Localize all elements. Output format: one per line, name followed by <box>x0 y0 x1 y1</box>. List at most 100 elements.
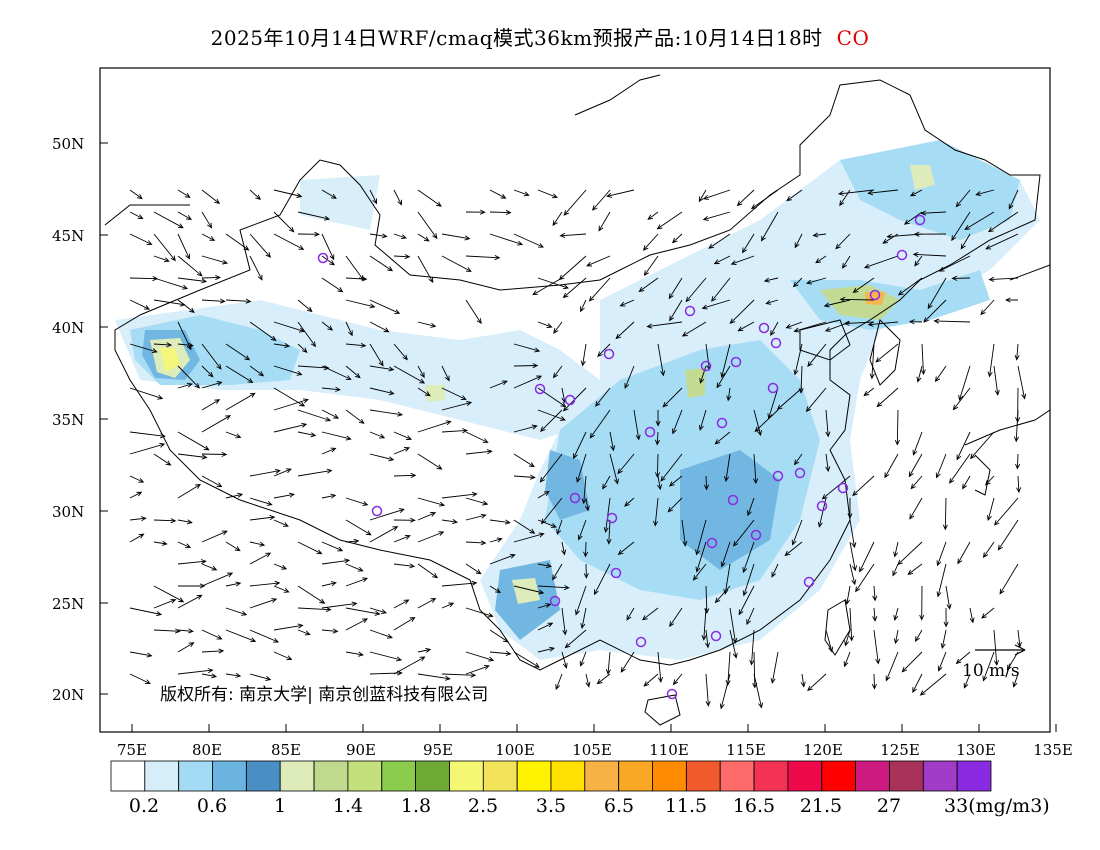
colorbar-box <box>787 760 823 792</box>
wind-vector <box>598 211 611 232</box>
wind-vector <box>393 517 416 523</box>
wind-vector <box>513 585 545 595</box>
wind-vector <box>273 211 295 233</box>
wind-vector <box>912 251 947 258</box>
wind-vector <box>742 563 755 597</box>
wind-vector <box>129 673 151 684</box>
wind-vector <box>297 299 313 313</box>
wind-vector <box>297 231 320 237</box>
wind-vector <box>1015 453 1021 470</box>
wind-vector <box>153 255 170 263</box>
wind-vector <box>584 497 590 512</box>
field-peak-yunnan <box>512 578 540 604</box>
wind-vector <box>617 541 635 556</box>
wind-vector <box>153 628 181 634</box>
wind-vector <box>884 453 899 479</box>
wind-vector <box>513 532 545 543</box>
copyright-text: 版权所有: 南京大学| 南京创蓝科技有限公司 <box>160 685 489 705</box>
wind-vector <box>701 299 731 310</box>
wind-vector <box>753 453 759 485</box>
wind-vector <box>489 553 516 565</box>
colorbar-box <box>956 760 992 792</box>
wind-vector <box>153 211 184 229</box>
wind-vector <box>936 563 947 598</box>
wind-vector <box>955 651 971 665</box>
wind-vector <box>321 189 337 199</box>
wind-vector <box>513 651 540 668</box>
wind-vector <box>562 277 587 299</box>
wind-vector <box>912 431 923 456</box>
field-peak-qinghai <box>425 385 445 402</box>
wind-vector <box>417 453 443 470</box>
wind-vector <box>177 483 201 499</box>
station-marker <box>706 537 718 549</box>
lat-label-40n: 40N <box>52 319 85 337</box>
wind-vector <box>723 563 731 595</box>
wind-vector <box>914 255 923 267</box>
wind-vector <box>393 254 411 260</box>
wind-vector <box>201 629 223 640</box>
station-marker <box>896 249 908 261</box>
wind-vector <box>297 468 333 477</box>
station-marker <box>549 595 561 607</box>
wind-vector <box>273 468 292 477</box>
wind-vector <box>417 365 425 379</box>
field-peak-heilongjiang <box>910 165 935 190</box>
wind-vector <box>225 233 250 251</box>
wind-vector <box>767 387 779 420</box>
wind-vector <box>129 607 163 617</box>
station-marker <box>606 512 618 524</box>
wind-vector <box>948 453 971 484</box>
wind-vector <box>704 585 710 615</box>
wind-vector <box>225 492 244 499</box>
wind-vector <box>805 387 827 413</box>
wind-vector <box>963 673 971 689</box>
wind-vector <box>760 211 779 242</box>
wind-vector <box>201 673 218 679</box>
wind-vector <box>552 563 563 581</box>
wind-vector <box>719 673 731 710</box>
colorbar-box <box>855 760 890 792</box>
wind-vector <box>981 607 995 619</box>
wind-vector <box>417 563 439 579</box>
wind-vector <box>465 299 482 325</box>
wind-vector <box>951 211 971 242</box>
monitoring-stations <box>317 214 926 700</box>
wind-vector <box>393 563 416 569</box>
wind-vector <box>633 409 641 441</box>
wind-vector <box>564 629 587 649</box>
wind-vector <box>537 409 566 421</box>
wind-vector <box>794 233 803 249</box>
wind-vector <box>225 431 242 439</box>
wind-vector <box>580 343 587 367</box>
wind-vector <box>729 299 755 325</box>
wind-vector <box>225 365 254 383</box>
wind-vector <box>855 563 875 593</box>
wind-vector <box>993 365 1000 396</box>
lon-label-130e: 130E <box>956 741 996 759</box>
wind-vector <box>273 321 306 333</box>
wind-vector <box>657 651 663 683</box>
wind-vector <box>920 210 947 216</box>
wind-vector <box>859 541 875 573</box>
station-marker <box>700 360 712 372</box>
korea-peninsula <box>869 319 901 386</box>
wind-vector <box>919 673 947 696</box>
wind-vector <box>852 277 875 293</box>
wind-vector <box>201 211 213 229</box>
colorbar-label-7: 6.5 <box>603 795 635 817</box>
wind-vector <box>695 541 707 573</box>
lon-label-115e: 115E <box>726 741 766 759</box>
wind-vector <box>273 398 309 411</box>
lon-label-120e: 120E <box>803 741 843 759</box>
wind-vector <box>321 277 344 293</box>
wind-vector <box>742 541 755 574</box>
wind-vector <box>962 475 971 490</box>
station-marker <box>758 322 770 334</box>
wind-vector <box>417 531 445 543</box>
wind-vector <box>606 189 635 198</box>
wind-vector <box>393 233 407 240</box>
wind-vector <box>489 650 512 657</box>
lon-label-105e: 105E <box>572 741 612 759</box>
wind-vector <box>345 255 365 281</box>
